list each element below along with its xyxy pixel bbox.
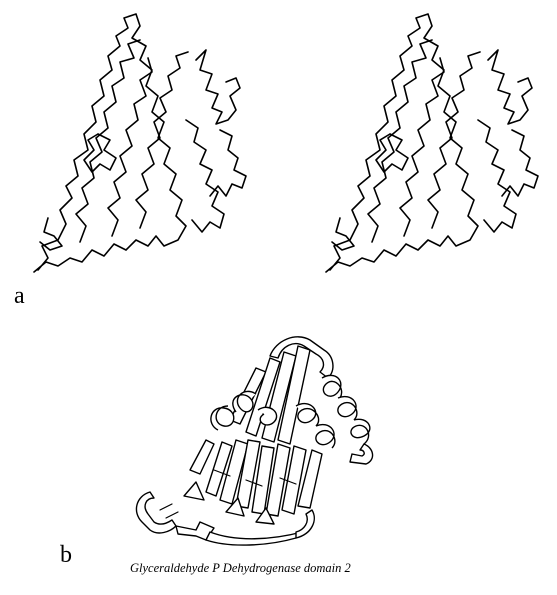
beta-strand-2 (205, 441, 233, 497)
strand-arrowhead-3 (255, 507, 275, 525)
beta-strand-8 (297, 449, 323, 509)
beta-strand-5 (251, 445, 275, 515)
stereo-trace-right (325, 13, 539, 273)
strand-arrowhead-1 (183, 481, 205, 501)
beta-strand-6 (265, 443, 291, 517)
figure-caption: Glyceraldehyde P Dehydrogenase domain 2 (130, 561, 351, 575)
stereo-trace-left (33, 13, 247, 273)
beta-strand-1 (189, 439, 215, 475)
ribbon-detail-5 (279, 477, 297, 485)
ribbon-detail-4 (245, 479, 263, 487)
alpha-helix-right-3 (350, 418, 371, 445)
panel-label-a: a (14, 283, 25, 309)
beta-strand-7 (281, 445, 307, 515)
alpha-helix-middle-2 (315, 423, 336, 449)
alpha-helix-right-2 (337, 395, 358, 421)
alpha-helix-left (210, 405, 235, 431)
strand-arrowhead-2 (225, 497, 245, 517)
ribbon-detail-2 (159, 503, 173, 511)
beta-strand-upper-2 (245, 357, 281, 437)
ribbon-loop-right (349, 443, 374, 465)
ribbon-loop-bottom (205, 531, 303, 546)
ribbon-loop-left (135, 491, 177, 534)
panel-label-b: b (60, 542, 72, 568)
ribbon-detail-3 (213, 469, 231, 477)
ribbon-diagram (135, 336, 374, 546)
beta-strand-4 (235, 439, 261, 509)
alpha-helix-left-top (232, 390, 257, 413)
alpha-helix-middle-1 (295, 402, 320, 427)
alpha-helix-middle-3 (257, 406, 278, 426)
ribbon-loop-top (269, 336, 334, 379)
ribbon-detail-1 (165, 511, 179, 519)
ribbon-loop-bottom-right (295, 509, 315, 539)
alpha-helix-right-1 (321, 374, 343, 399)
